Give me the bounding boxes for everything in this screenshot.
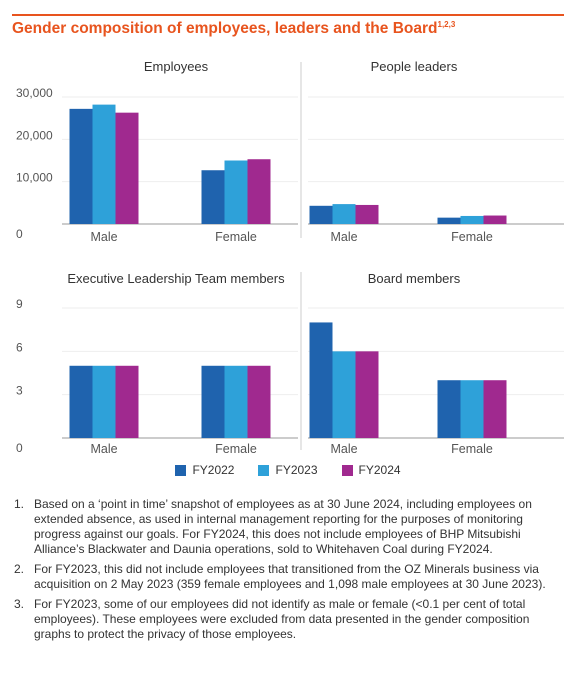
legend: FY2022 FY2023 FY2024 [0, 463, 576, 477]
x-category-label: Female [451, 230, 493, 244]
x-category-label: Female [215, 230, 257, 244]
footnote-number: 1. [14, 497, 25, 511]
footnote-text: For FY2023, this did not include employe… [34, 562, 546, 591]
y-tick-label: 30,000 [16, 86, 53, 100]
footnote: 1. Based on a ‘point in time’ snapshot of… [12, 497, 560, 557]
chart-title: Board members [368, 271, 461, 286]
y-tick-label: 3 [16, 384, 23, 398]
bar-fy2023-male [92, 104, 116, 224]
y-tick-label: 0 [16, 441, 23, 455]
footnote: 3. For FY2023, some of our employees did … [12, 597, 560, 642]
bar-fy2024-male [355, 204, 379, 224]
legend-swatch-fy2022 [175, 464, 187, 476]
x-category-label: Male [90, 230, 117, 244]
y-tick-label: 0 [16, 227, 23, 241]
bar-fy2022-female [437, 217, 461, 224]
bar-fy2024-male [115, 112, 139, 224]
bar-fy2023-male [92, 365, 116, 438]
x-category-label: Male [330, 230, 357, 244]
x-category-label: Male [330, 442, 357, 456]
bar-fy2024-female [483, 380, 507, 438]
legend-label-fy2023: FY2023 [275, 463, 318, 477]
legend-swatch-fy2023 [258, 464, 270, 476]
y-tick-label: 10,000 [16, 171, 53, 185]
bar-fy2024-female [247, 365, 271, 438]
chart-title: People leaders [371, 59, 458, 74]
y-tick-label: 9 [16, 297, 23, 311]
bar-fy2022-female [201, 170, 225, 224]
bar-fy2022-male [69, 108, 93, 224]
page-title: Gender composition of employees, leaders… [12, 20, 455, 38]
title-rule [12, 14, 564, 16]
footnote-number: 3. [14, 597, 25, 611]
legend-label-fy2022: FY2022 [192, 463, 235, 477]
title-text: Gender composition of employees, leaders… [12, 20, 438, 38]
footnote-number: 2. [14, 562, 25, 576]
bar-fy2022-male [69, 365, 93, 438]
legend-item-fy2022: FY2022 [175, 463, 234, 477]
legend-item-fy2023: FY2023 [258, 463, 318, 477]
x-category-label: Female [451, 442, 493, 456]
y-tick-label: 20,000 [16, 128, 53, 142]
y-tick-label: 6 [16, 340, 23, 354]
bar-fy2023-female [224, 365, 248, 438]
footnotes: 1. Based on a ‘point in time’ snapshot of… [12, 497, 560, 647]
x-category-label: Female [215, 442, 257, 456]
footnote-text: Based on a ‘point in time’ snapshot of e… [34, 497, 532, 556]
bar-fy2024-female [247, 159, 271, 224]
footnote-text: For FY2023, some of our employees did no… [34, 597, 530, 641]
bar-fy2024-female [483, 215, 507, 224]
bar-fy2022-male [309, 322, 333, 438]
legend-item-fy2024: FY2024 [341, 463, 401, 477]
bar-fy2022-female [437, 380, 461, 438]
bar-fy2024-male [355, 351, 379, 438]
chart-title: Employees [144, 59, 209, 74]
chart-title: Executive Leadership Team members [67, 271, 285, 286]
bar-fy2022-male [309, 205, 333, 224]
bar-fy2022-female [201, 365, 225, 438]
bar-fy2023-female [224, 160, 248, 224]
x-category-label: Male [90, 442, 117, 456]
bar-fy2023-female [460, 215, 484, 224]
bar-fy2023-male [332, 351, 356, 438]
bar-fy2023-female [460, 380, 484, 438]
bar-fy2024-male [115, 365, 139, 438]
title-footnote-refs: 1,2,3 [437, 20, 456, 29]
legend-label-fy2024: FY2024 [358, 463, 401, 477]
charts-area: Employees 0 10,000 20,000 30,000 Male Female Pe… [16, 59, 564, 456]
legend-swatch-fy2024 [341, 464, 353, 476]
footnote: 2. For FY2023, this did not include emplo… [12, 562, 560, 592]
bar-fy2023-male [332, 204, 356, 224]
